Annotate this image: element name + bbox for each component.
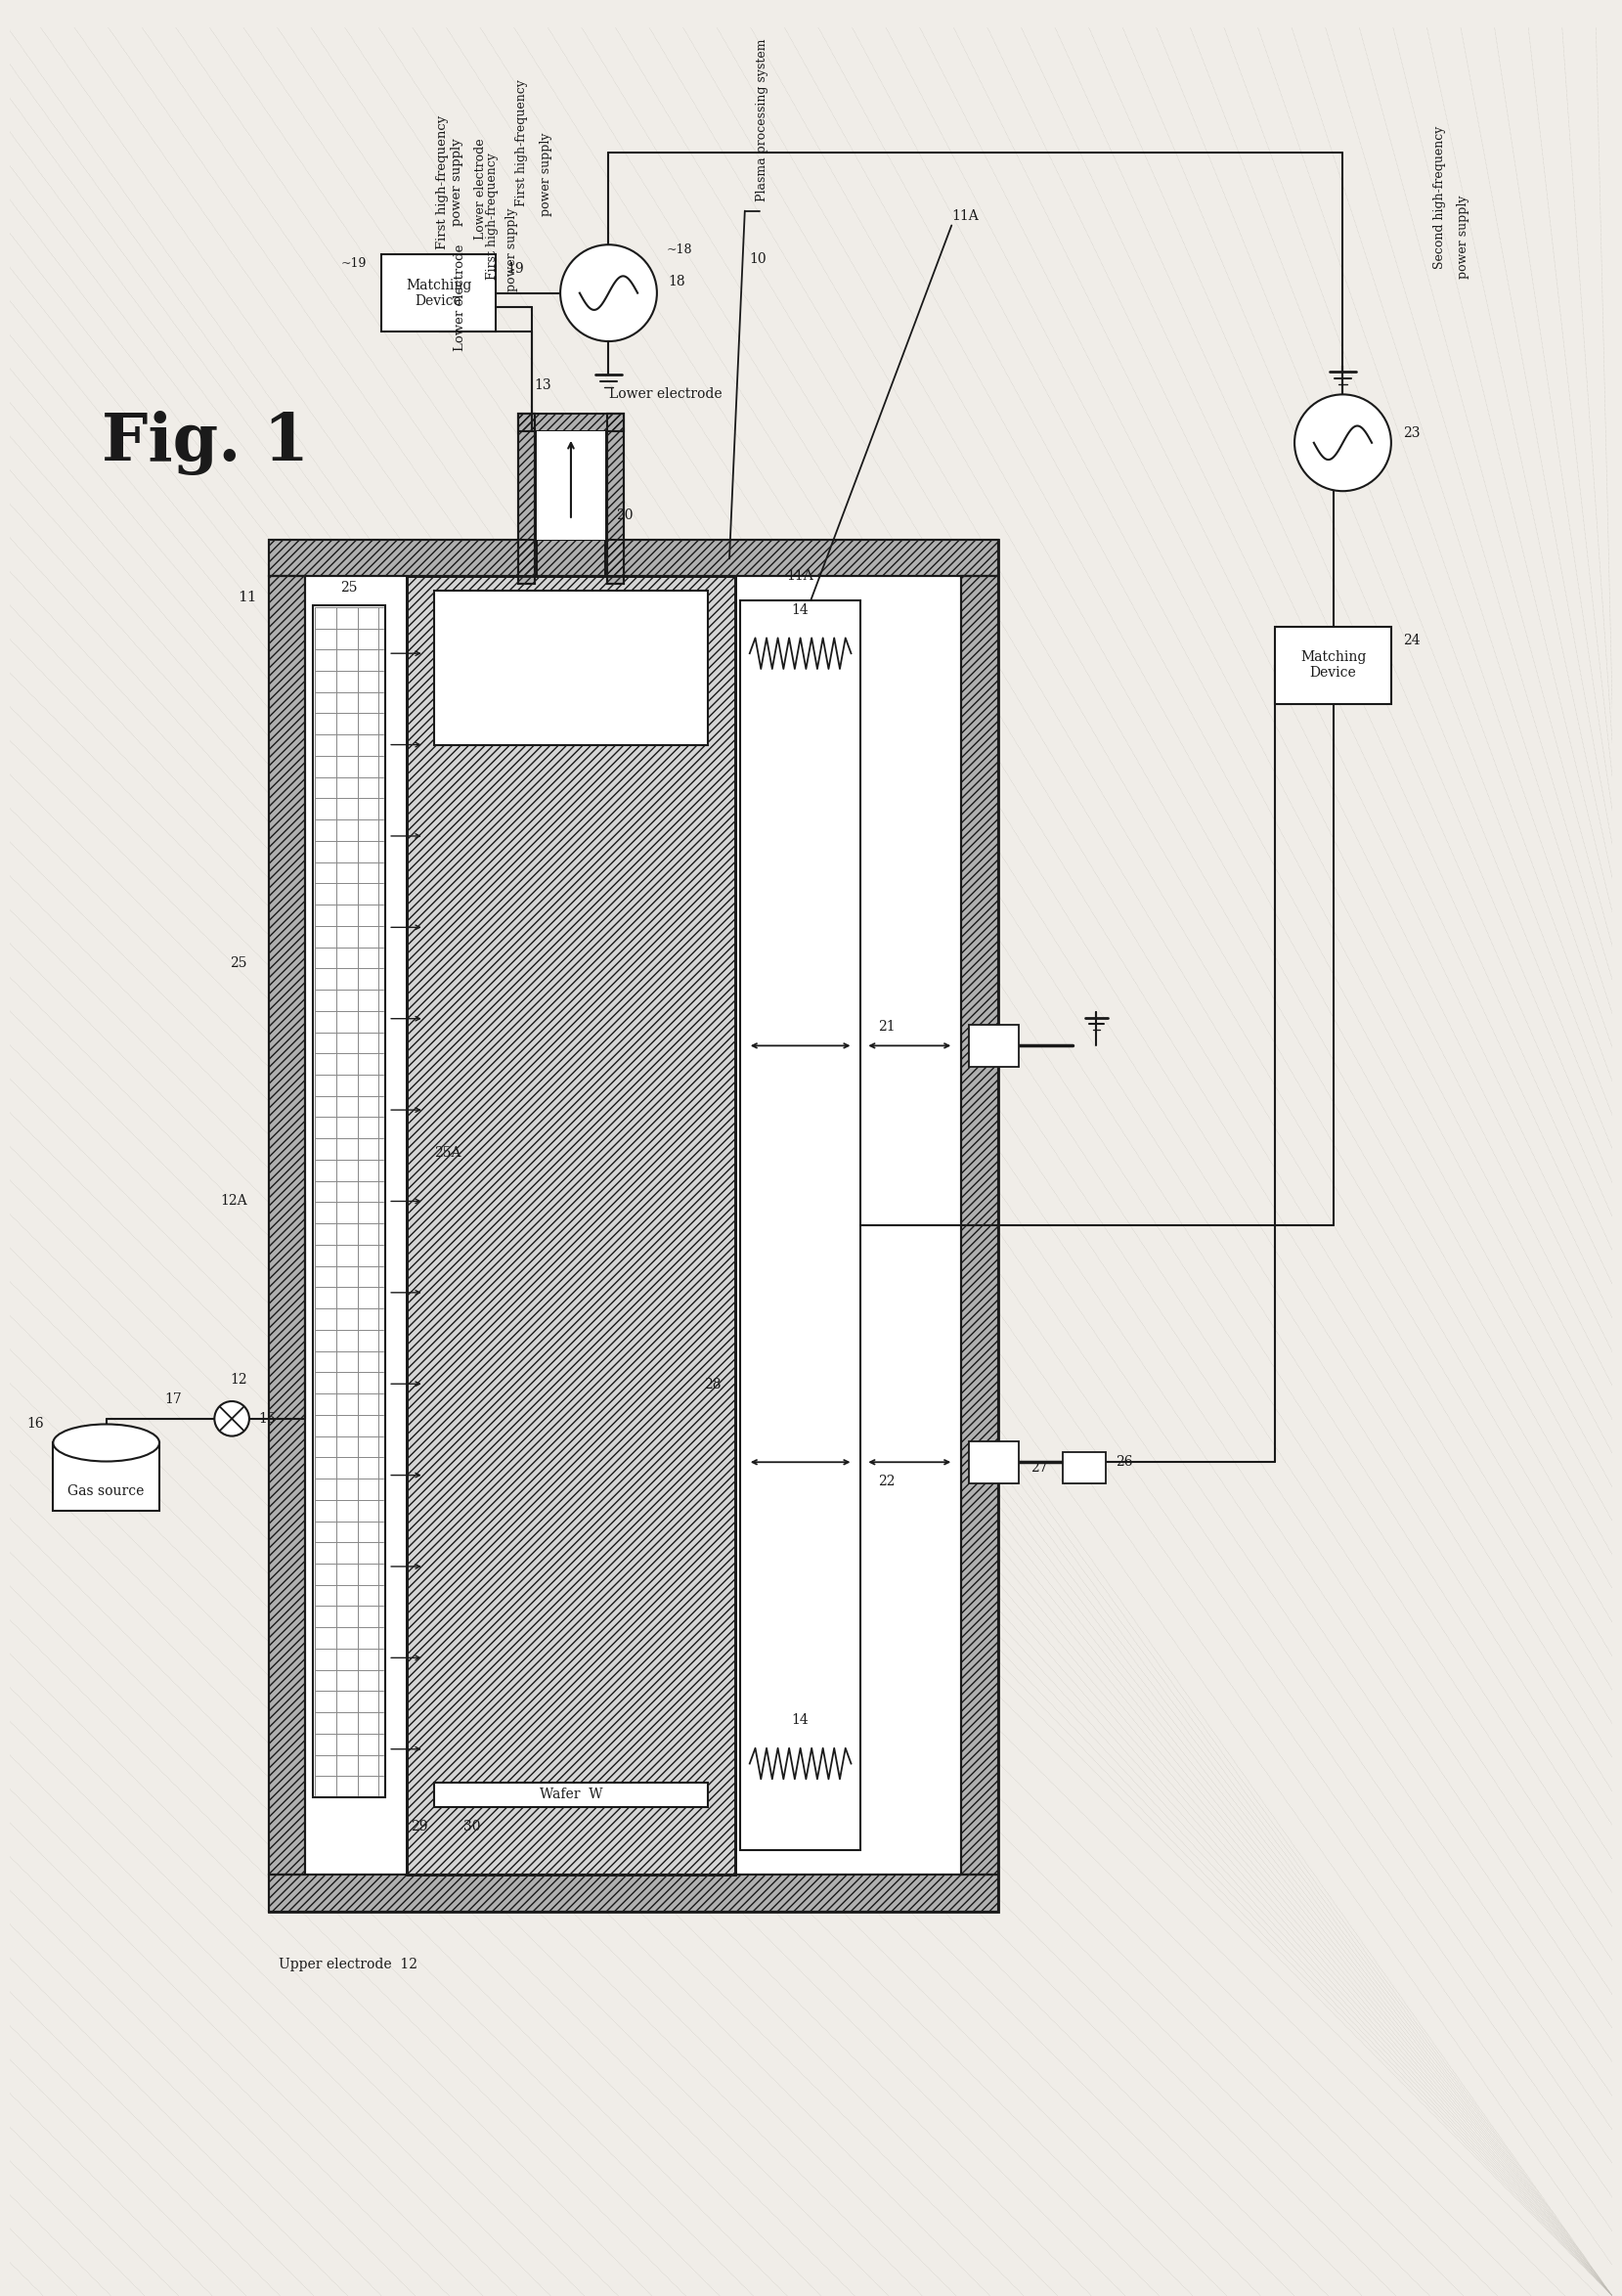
Bar	[313, 606, 386, 1798]
Text: Fig. 1: Fig. 1	[102, 411, 308, 475]
Bar	[305, 576, 962, 1876]
Text: power supply: power supply	[1457, 195, 1470, 278]
Bar	[269, 1876, 998, 1913]
Text: 19: 19	[508, 262, 524, 276]
Text: Lower electrode: Lower electrode	[454, 243, 467, 351]
Bar	[740, 599, 861, 1851]
Bar	[962, 576, 998, 1876]
Text: Lower electrode: Lower electrode	[474, 138, 487, 239]
Bar	[54, 1442, 159, 1511]
Bar	[269, 540, 998, 1913]
Text: 13: 13	[534, 379, 551, 393]
Bar	[269, 540, 998, 576]
Text: First high-frequency
power supply: First high-frequency power supply	[436, 115, 464, 248]
Text: power supply: power supply	[506, 207, 519, 292]
Text: 15: 15	[260, 1412, 276, 1426]
Bar	[1062, 1453, 1106, 1483]
Bar	[269, 576, 305, 1876]
Bar	[433, 590, 709, 746]
Bar	[537, 432, 605, 540]
Bar	[269, 540, 998, 576]
Circle shape	[560, 246, 657, 342]
Text: 11: 11	[238, 590, 256, 604]
Text: 20: 20	[616, 507, 634, 521]
Bar	[517, 413, 535, 583]
Text: 30: 30	[464, 1818, 482, 1832]
Bar	[269, 576, 305, 1876]
Text: 12: 12	[230, 1373, 247, 1387]
Text: Matching
Device: Matching Device	[406, 278, 472, 308]
Text: 29: 29	[410, 1818, 428, 1832]
Text: Gas source: Gas source	[68, 1483, 144, 1497]
Text: 10: 10	[749, 253, 767, 266]
Text: ~19: ~19	[341, 257, 367, 271]
Bar	[962, 576, 998, 1876]
Text: 21: 21	[878, 1019, 895, 1033]
Circle shape	[214, 1401, 250, 1435]
Bar	[433, 1784, 709, 1807]
Text: power supply: power supply	[540, 133, 551, 216]
Text: 25: 25	[230, 955, 247, 969]
Text: 22: 22	[878, 1474, 895, 1488]
Text: 25A: 25A	[433, 1146, 461, 1159]
Text: 18: 18	[668, 276, 686, 289]
Bar	[407, 576, 735, 1876]
Text: 14: 14	[792, 604, 809, 618]
Text: Matching
Device: Matching Device	[1301, 650, 1366, 680]
Bar	[381, 255, 496, 331]
Text: 11A: 11A	[787, 569, 814, 583]
Bar	[407, 576, 735, 1876]
Text: Upper electrode  12: Upper electrode 12	[279, 1958, 417, 1972]
Text: First high-frequency: First high-frequency	[487, 152, 500, 280]
Text: 25: 25	[341, 581, 357, 595]
Bar	[1275, 627, 1392, 703]
Text: Lower electrode: Lower electrode	[610, 388, 723, 402]
Text: 11A: 11A	[952, 209, 978, 223]
Text: 26: 26	[1116, 1456, 1132, 1469]
Text: Plasma processing system: Plasma processing system	[756, 39, 769, 202]
Bar	[607, 413, 624, 583]
Bar	[517, 413, 624, 432]
Bar	[968, 1442, 1019, 1483]
Text: Second high-frequency: Second high-frequency	[1434, 126, 1445, 269]
Bar	[269, 1876, 998, 1913]
Bar	[607, 413, 624, 583]
Text: Wafer  W: Wafer W	[540, 1789, 602, 1802]
Text: 16: 16	[26, 1417, 44, 1430]
Text: 24: 24	[1403, 634, 1419, 647]
Text: 23: 23	[1403, 427, 1419, 441]
Text: 28: 28	[704, 1378, 720, 1391]
Text: 17: 17	[164, 1391, 182, 1405]
Bar	[968, 1024, 1019, 1068]
Text: ~18: ~18	[667, 243, 693, 255]
Bar	[517, 413, 535, 583]
Text: 14: 14	[792, 1713, 809, 1727]
Text: First high-frequency: First high-frequency	[516, 78, 529, 207]
Text: 12A: 12A	[221, 1194, 247, 1208]
Circle shape	[1294, 395, 1392, 491]
Ellipse shape	[54, 1424, 159, 1463]
Text: 27: 27	[1032, 1460, 1048, 1474]
